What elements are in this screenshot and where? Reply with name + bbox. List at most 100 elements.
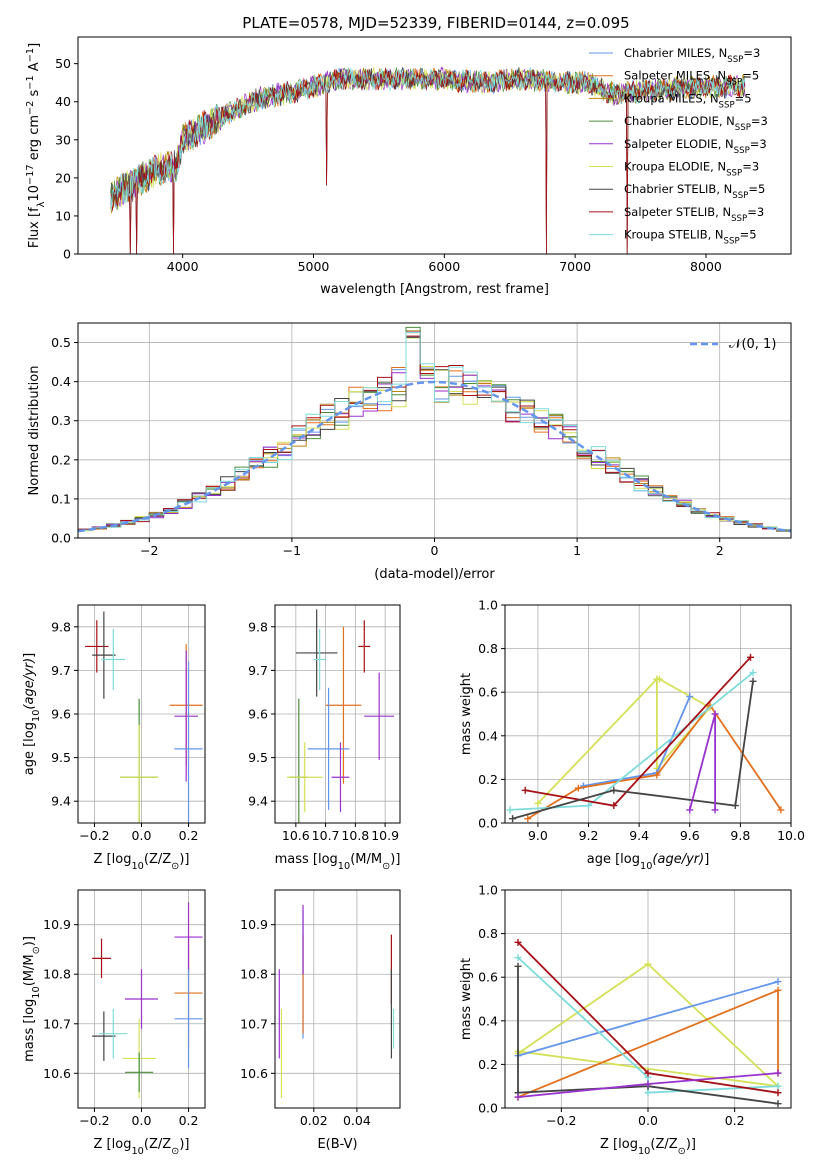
weight-marker [514, 954, 522, 962]
y-tick-label: 9.5 [248, 750, 268, 765]
y-axis-label: Normed distribution [27, 366, 42, 496]
weight-line [512, 681, 754, 820]
y-tick-label: 40 [55, 94, 71, 109]
weight-marker [686, 693, 694, 701]
weight-line [517, 980, 779, 1057]
y-axis-label: Flux [fλ10−17 erg cm−2 s−1 A−1] [25, 43, 47, 248]
x-tick-label: 0 [431, 543, 439, 558]
weight-marker [610, 786, 618, 794]
spectrum-line [110, 66, 746, 211]
y-tick-label: 0 [63, 247, 71, 262]
legend-label: Chabrier ELODIE, NSSP=3 [624, 114, 768, 133]
x-axis-label: wavelength [Angstrom, rest frame] [320, 282, 549, 297]
y-axis-label: mass weight [459, 673, 474, 755]
y-tick-label: 9.8 [51, 619, 71, 634]
chart-spectrum: 4000 5000 6000 7000 8000 0 10 20 30 40 50 wavelengt… [25, 36, 792, 297]
weight-marker [514, 938, 522, 946]
weight-marker [514, 1093, 522, 1101]
y-tick-label: 10 [55, 208, 71, 223]
y-tick-label: 10.9 [43, 917, 71, 932]
y-tick-label: 0.2 [478, 1057, 498, 1072]
y-tick-label: 10.7 [240, 1016, 268, 1031]
x-axis-label: age [log10(age/yr)] [587, 852, 710, 872]
weight-marker [774, 986, 782, 994]
y-axis-label: mass [log10(M/M⊙)] [22, 936, 42, 1062]
weight-marker [644, 1069, 652, 1077]
weight-marker [655, 675, 663, 683]
axes-frame [274, 889, 401, 1109]
weight-line [537, 676, 712, 805]
y-tick-label: 1.0 [478, 883, 498, 898]
y-tick-label: 1.0 [478, 598, 498, 613]
y-axis-label: mass weight [459, 958, 474, 1040]
y-tick-label: 50 [55, 56, 71, 71]
weight-line [525, 656, 752, 807]
weight-marker [534, 799, 542, 807]
x-tick-label: −1 [283, 543, 301, 558]
axes-frame [504, 604, 792, 824]
x-axis-label: Z [log10(Z/Z⊙)] [600, 1137, 696, 1157]
weight-marker [524, 815, 532, 823]
weight-marker [509, 815, 517, 823]
y-tick-label: 9.7 [51, 663, 71, 678]
chart-age_vs_Z: −0.2 0.0 0.2 9.4 9.5 9.6 9.7 9.8 Z [log10(Z/Z⊙)]… [22, 604, 206, 872]
charts-group: 4000 5000 6000 7000 800001020304050wavelengt… [22, 36, 805, 1157]
x-tick-label: 9.4 [629, 828, 649, 843]
legend-label: Chabrier STELIB, NSSP=5 [624, 182, 765, 201]
y-tick-label: 0.0 [478, 1101, 498, 1116]
plot-area [506, 653, 785, 823]
y-tick-label: 0.8 [478, 641, 498, 656]
x-axis-label: Z [log10(Z/Z⊙)] [94, 1137, 190, 1157]
y-tick-label: 0.8 [478, 926, 498, 941]
chart-weight_vs_Z: −0.2 0.0 0.2 0.0 0.2 0.4 0.6 0.8 1.0 Z [log10(Z/Z… [459, 883, 792, 1157]
figure-title: PLATE=0578, MJD=52339, FIBERID=0144, z=0… [242, 14, 629, 32]
weight-marker [610, 802, 618, 810]
weight-marker [774, 1082, 782, 1090]
y-tick-label: 0.4 [51, 374, 71, 389]
x-tick-label: 5000 [298, 259, 330, 274]
weight-marker [579, 782, 587, 790]
weight-marker [774, 978, 782, 986]
weight-marker [506, 806, 514, 814]
y-tick-label: 0.2 [478, 772, 498, 787]
x-tick-label: 10.8 [341, 828, 369, 843]
y-tick-label: 0.4 [478, 728, 498, 743]
x-tick-label: 9.8 [730, 828, 750, 843]
weight-marker [749, 677, 757, 685]
axes-frame [77, 36, 792, 255]
plot-area [514, 938, 782, 1108]
x-axis-label: (data-model)/error [374, 567, 495, 582]
weight-marker [777, 806, 785, 814]
weight-marker [711, 710, 719, 718]
plot-area [110, 66, 746, 254]
y-axis-label: age [log10(age/yr)] [22, 653, 42, 776]
x-tick-label: −0.2 [79, 828, 109, 843]
legend-label: Salpeter MILES, NSSP=5 [624, 69, 759, 88]
chart-residuals: −2 −1 0 1 2 0.0 0.1 0.2 0.3 0.4 0.5 𝒩(0, 1) (data-mo… [27, 322, 792, 582]
weight-marker [644, 960, 652, 968]
y-tick-label: 9.5 [51, 750, 71, 765]
weight-marker [514, 962, 522, 970]
x-tick-label: 8000 [690, 259, 722, 274]
normal-curve [78, 380, 791, 533]
x-tick-label: 0.2 [179, 1113, 199, 1128]
y-tick-label: 10.8 [240, 967, 268, 982]
chart-mass_vs_ebv: 0.02 0.04 10.6 10.7 10.8 10.9 E(B-V) [240, 889, 401, 1152]
x-tick-label: 4000 [167, 259, 199, 274]
legend-label: Salpeter ELODIE, NSSP=3 [624, 137, 767, 156]
plot-area [85, 611, 203, 823]
x-tick-label: 9.6 [680, 828, 700, 843]
y-tick-label: 9.4 [248, 794, 268, 809]
weight-marker [711, 806, 719, 814]
y-tick-label: 0.4 [478, 1013, 498, 1028]
weight-marker [585, 802, 593, 810]
y-tick-label: 30 [55, 132, 71, 147]
x-tick-label: 10.7 [312, 828, 340, 843]
weight-marker [731, 802, 739, 810]
y-tick-label: 9.8 [248, 619, 268, 634]
plot-area [92, 902, 203, 1099]
x-tick-label: 0.2 [725, 1113, 745, 1128]
weight-marker [774, 1069, 782, 1077]
x-tick-label: 0.0 [132, 828, 152, 843]
x-axis-label: mass [log10(M/M⊙)] [275, 852, 401, 872]
